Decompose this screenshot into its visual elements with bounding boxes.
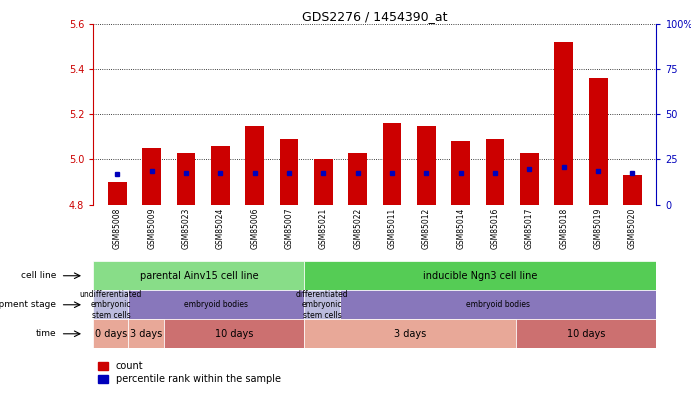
Bar <box>314 160 333 205</box>
Bar <box>93 319 129 348</box>
Bar <box>515 319 656 348</box>
Bar <box>520 153 539 205</box>
Bar <box>305 261 656 290</box>
Text: GSM85007: GSM85007 <box>285 207 294 249</box>
Bar <box>383 124 401 205</box>
Text: GSM85011: GSM85011 <box>388 207 397 249</box>
Bar <box>340 290 656 319</box>
Text: 0 days: 0 days <box>95 329 127 339</box>
Text: cell line: cell line <box>21 271 56 280</box>
Bar <box>305 319 515 348</box>
Text: GSM85020: GSM85020 <box>628 207 637 249</box>
Text: GSM85012: GSM85012 <box>422 207 431 249</box>
Bar <box>93 290 129 319</box>
Text: differentiated
embryonic
stem cells: differentiated embryonic stem cells <box>296 290 348 320</box>
Text: GSM85009: GSM85009 <box>147 207 156 249</box>
Bar <box>245 126 264 205</box>
Bar <box>554 43 573 205</box>
Text: inducible Ngn3 cell line: inducible Ngn3 cell line <box>424 271 538 281</box>
Text: GSM85023: GSM85023 <box>182 207 191 249</box>
Text: embryoid bodies: embryoid bodies <box>466 300 530 309</box>
Text: 10 days: 10 days <box>567 329 605 339</box>
Text: GSM85019: GSM85019 <box>594 207 603 249</box>
Text: GSM85014: GSM85014 <box>456 207 465 249</box>
Text: GSM85018: GSM85018 <box>559 207 568 249</box>
Bar <box>93 261 305 290</box>
Text: undifferentiated
embryonic
stem cells: undifferentiated embryonic stem cells <box>79 290 142 320</box>
Text: 3 days: 3 days <box>130 329 162 339</box>
Text: time: time <box>35 329 56 338</box>
Text: GSM85021: GSM85021 <box>319 207 328 249</box>
Bar <box>177 153 196 205</box>
Text: GSM85024: GSM85024 <box>216 207 225 249</box>
Text: 10 days: 10 days <box>215 329 254 339</box>
Bar <box>211 146 230 205</box>
Bar <box>142 148 161 205</box>
Bar <box>108 182 126 205</box>
Bar <box>486 139 504 205</box>
Bar <box>129 319 164 348</box>
Bar <box>417 126 436 205</box>
Bar <box>280 139 299 205</box>
Text: GSM85017: GSM85017 <box>525 207 534 249</box>
Text: parental Ainv15 cell line: parental Ainv15 cell line <box>140 271 258 281</box>
Text: development stage: development stage <box>0 300 56 309</box>
Bar <box>623 175 642 205</box>
Bar <box>129 290 305 319</box>
Bar <box>589 78 607 205</box>
Text: embryoid bodies: embryoid bodies <box>184 300 249 309</box>
Title: GDS2276 / 1454390_at: GDS2276 / 1454390_at <box>302 10 448 23</box>
Bar <box>305 290 340 319</box>
Bar <box>348 153 367 205</box>
Bar <box>164 319 305 348</box>
Text: GSM85006: GSM85006 <box>250 207 259 249</box>
Text: GSM85008: GSM85008 <box>113 207 122 249</box>
Text: GSM85016: GSM85016 <box>491 207 500 249</box>
Bar <box>451 141 470 205</box>
Text: 3 days: 3 days <box>394 329 426 339</box>
Legend: count, percentile rank within the sample: count, percentile rank within the sample <box>98 361 281 384</box>
Text: GSM85022: GSM85022 <box>353 207 362 249</box>
